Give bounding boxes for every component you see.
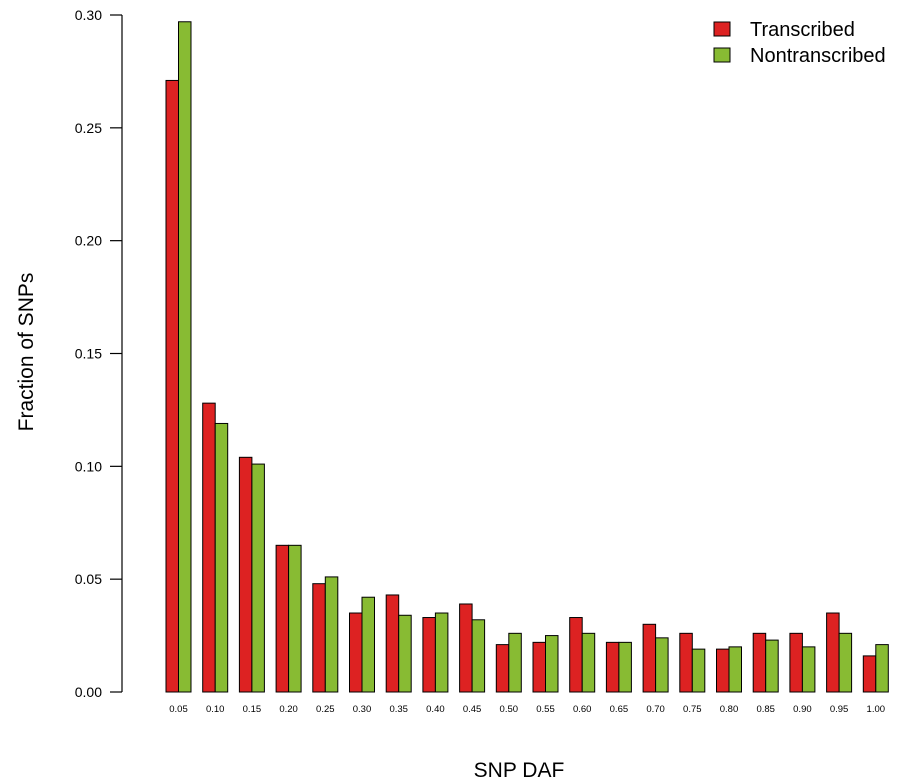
legend-label-nontranscribed: Nontranscribed [750, 45, 886, 67]
x-axis-title: SNP DAF [474, 759, 565, 782]
legend-swatch-transcribed [713, 21, 731, 37]
y-axis-tick-label: 0.20 [75, 233, 102, 249]
x-axis-tick-label: 0.45 [463, 704, 482, 715]
y-axis-tick-label: 0.25 [75, 120, 102, 136]
bar-nontranscribed-0.25 [324, 576, 339, 693]
bar-transcribed-0.70 [642, 623, 657, 693]
bar-nontranscribed-0.15 [251, 463, 265, 693]
bar-transcribed-0.30 [349, 612, 363, 693]
bar-nontranscribed-0.95 [838, 632, 853, 693]
bar-nontranscribed-0.40 [434, 612, 449, 693]
bar-transcribed-1.00 [862, 655, 877, 693]
bars [165, 21, 889, 693]
bar-transcribed-0.05 [165, 79, 179, 693]
bar-transcribed-0.40 [422, 617, 436, 693]
bar-transcribed-0.45 [459, 603, 473, 693]
y-axis-tick-label: 0.30 [75, 7, 102, 23]
legend: Transcribed Nontranscribed [713, 19, 886, 67]
legend-label-transcribed: Transcribed [750, 19, 855, 41]
y-axis: 0.00 0.05 0.10 0.15 0.20 0.25 0.30 [75, 7, 123, 700]
bar-nontranscribed-0.20 [288, 544, 302, 693]
bar-transcribed-0.35 [385, 594, 400, 693]
x-axis-tick-label: 0.40 [426, 704, 445, 715]
x-axis-tick-label: 0.30 [353, 704, 372, 715]
x-axis-tick-label: 0.75 [683, 704, 702, 715]
bar-transcribed-0.75 [679, 632, 693, 693]
bar-transcribed-0.85 [752, 632, 767, 693]
bar-nontranscribed-0.30 [361, 596, 375, 693]
bar-transcribed-0.65 [605, 641, 620, 693]
x-axis-tick-label: 0.10 [206, 704, 225, 715]
y-axis-tick-label: 0.10 [75, 458, 102, 474]
bar-nontranscribed-0.85 [765, 639, 779, 693]
bar-nontranscribed-0.80 [728, 646, 742, 693]
bar-nontranscribed-0.10 [214, 422, 229, 693]
x-axis-tick-label: 0.60 [573, 704, 592, 715]
x-axis-tick-label: 0.05 [169, 704, 188, 715]
bar-transcribed-0.80 [716, 648, 730, 693]
bar-nontranscribed-0.75 [691, 648, 706, 693]
bar-transcribed-0.25 [312, 583, 326, 693]
bar-nontranscribed-0.65 [618, 641, 632, 693]
bar-nontranscribed-0.70 [655, 637, 669, 693]
bar-nontranscribed-0.45 [471, 619, 486, 693]
bar-nontranscribed-0.55 [545, 635, 559, 693]
x-axis-tick-label: 0.95 [830, 704, 849, 715]
bar-nontranscribed-0.90 [801, 646, 816, 693]
bar-nontranscribed-1.00 [875, 644, 889, 693]
bar-transcribed-0.15 [238, 456, 253, 693]
bar-transcribed-0.10 [202, 402, 216, 693]
x-axis-tick-label: 0.55 [536, 704, 555, 715]
x-axis-tick-label: 0.50 [500, 704, 519, 715]
y-axis-title: Fraction of SNPs [15, 273, 38, 432]
bar-transcribed-0.55 [532, 641, 546, 693]
x-axis-tick-label: 0.85 [756, 704, 775, 715]
bar-nontranscribed-0.35 [398, 614, 412, 693]
x-axis-tick-label: 0.25 [316, 704, 335, 715]
bar-nontranscribed-0.05 [178, 21, 192, 693]
x-axis-tick-label: 0.15 [243, 704, 262, 715]
y-axis-tick-label: 0.15 [75, 346, 102, 362]
bar-nontranscribed-0.50 [508, 632, 522, 693]
bar-nontranscribed-0.60 [581, 632, 596, 693]
x-axis-tick-label: 0.20 [279, 704, 298, 715]
x-axis-tick-label: 0.35 [389, 704, 408, 715]
bar-transcribed-0.95 [826, 612, 840, 693]
x-axis-tick-label: 0.90 [793, 704, 812, 715]
bar-transcribed-0.90 [789, 632, 803, 693]
y-axis-tick-label: 0.05 [75, 571, 102, 587]
bar-transcribed-0.20 [275, 544, 290, 693]
bar-transcribed-0.60 [569, 617, 583, 693]
x-axis-tick-labels: 0.05 0.10 0.15 0.20 0.25 0.30 0.35 0.40 0.45 0.50… [169, 704, 885, 715]
legend-swatch-nontranscribed [713, 47, 731, 63]
x-axis-tick-label: 0.65 [610, 704, 629, 715]
x-axis-tick-label: 0.70 [646, 704, 665, 715]
x-axis-tick-label: 0.80 [720, 704, 739, 715]
x-axis-tick-label: 1.00 [867, 704, 886, 715]
bar-transcribed-0.50 [495, 644, 510, 693]
y-axis-tick-label: 0.00 [75, 684, 102, 700]
